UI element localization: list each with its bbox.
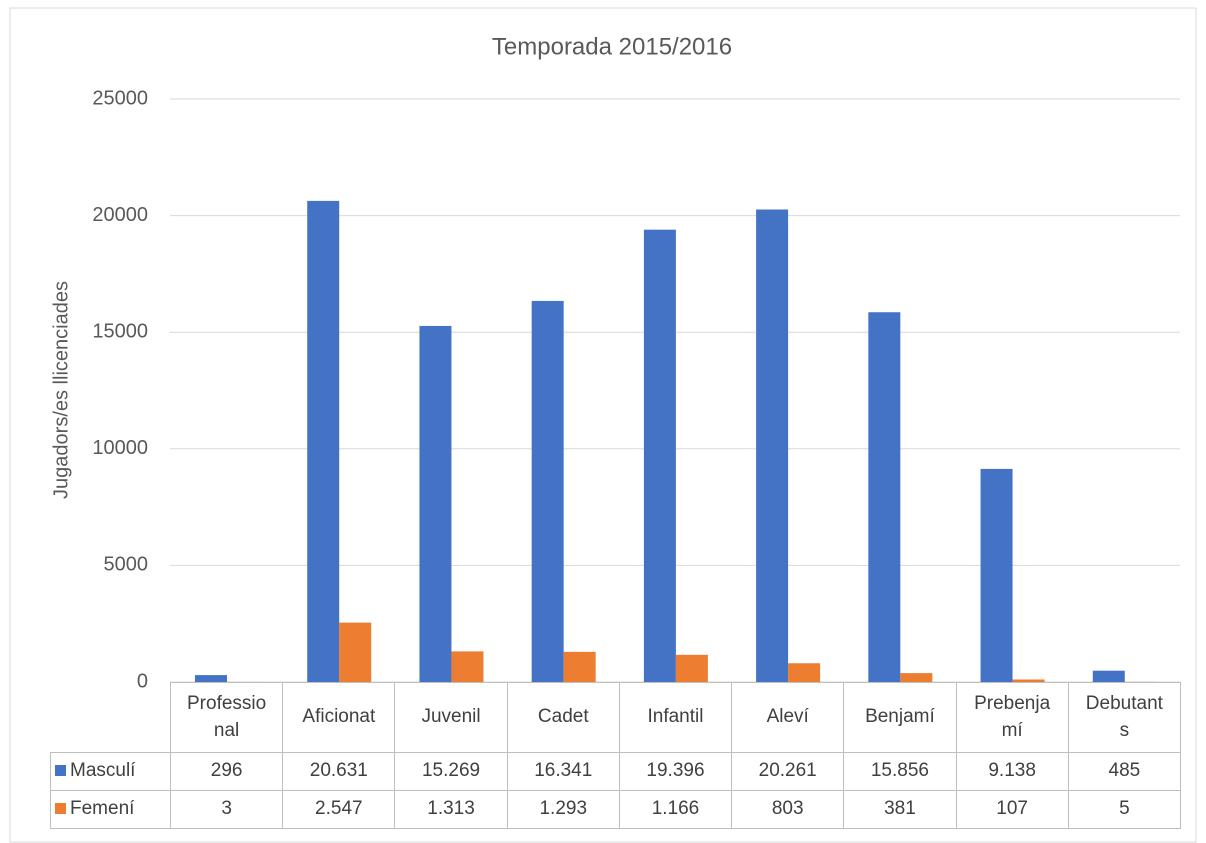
data-label: 1.293 [506,790,620,829]
legend-swatch [55,765,66,777]
table-row: Femení 3 2.547 1.313 1.293 1.166 803 381 107 5 [50,790,1181,829]
legend-entry: Masculí [50,752,171,791]
bar [980,468,1013,682]
bar [1092,670,1125,682]
table-row: Masculí 296 20.631 15.269 16.341 19.396 20.261… [50,752,1181,791]
data-label: 107 [955,790,1069,829]
x-tick-label: Professional [169,682,284,753]
data-label: 16.341 [506,752,620,791]
legend-entry: Femení [50,790,171,829]
chart-title: Temporada 2015/2016 [492,33,732,60]
bar [675,654,708,682]
data-label: 1.313 [394,790,508,829]
data-label: 15.269 [394,752,508,791]
legend-label: Femení [70,798,135,820]
data-label: 20.261 [731,752,845,791]
data-label: 9.138 [955,752,1069,791]
x-tick-label: Juvenil [394,682,508,753]
y-tick-label: 10000 [92,437,148,459]
table-corner [50,682,171,753]
x-tick-label: Aficionat [282,682,396,753]
table-row: Professional Aficionat Juvenil Cadet Infanti… [50,682,1181,753]
data-label: 20.631 [282,752,396,791]
bar [643,229,676,682]
y-tick-label: 20000 [92,204,148,226]
x-tick-label: Benjamí [843,682,957,753]
bar [451,651,484,682]
y-tick-label: 0 [137,670,148,692]
legend-label: Masculí [70,760,136,782]
legend-swatch [55,803,66,815]
x-tick-label: Prebenjamí [955,682,1069,753]
y-tick-label: 5000 [104,554,149,576]
data-label: 5 [1067,790,1181,829]
x-tick-label: Aleví [731,682,845,753]
bar [195,675,227,682]
bar [531,300,564,682]
bar [868,312,901,682]
data-label: 485 [1067,752,1181,791]
bar [419,325,452,682]
y-axis-title: Jugadors/es llicenciades [50,281,72,499]
y-tick-label: 15000 [92,320,148,342]
y-tick-label: 25000 [92,87,148,109]
data-label: 15.856 [843,752,957,791]
data-label: 803 [731,790,845,829]
bar [1012,679,1045,682]
x-tick-label: Cadet [506,682,620,753]
x-tick-label: Debutants [1067,682,1181,753]
bar [307,200,340,683]
data-label: 296 [169,752,284,791]
data-label: 2.547 [282,790,396,829]
data-label: 3 [169,790,284,829]
bar [339,622,372,682]
x-tick-label: Infantil [618,682,733,753]
bar [900,673,933,682]
bar [563,651,596,682]
bar [788,663,821,682]
data-table: Professional Aficionat Juvenil Cadet Infanti… [50,682,1181,829]
data-label: 19.396 [618,752,733,791]
chart-border [9,7,1197,843]
data-label: 381 [843,790,957,829]
bar [756,209,789,682]
data-label: 1.166 [618,790,733,829]
